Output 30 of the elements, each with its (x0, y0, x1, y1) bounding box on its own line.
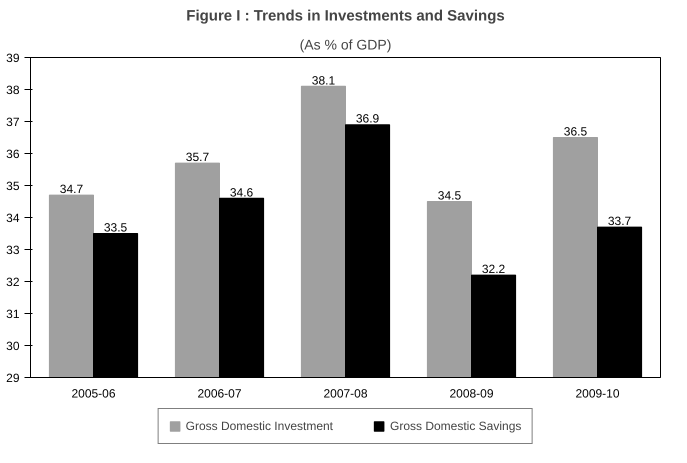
y-tick-label: 37 (6, 115, 20, 129)
y-tick-label: 38 (6, 83, 20, 97)
data-label: 34.5 (438, 188, 462, 202)
data-label: 33.7 (608, 214, 632, 228)
data-label: 36.5 (564, 124, 588, 138)
data-label: 36.9 (356, 112, 380, 126)
data-label: 32.2 (482, 262, 506, 276)
y-tick-label: 34 (6, 211, 20, 225)
data-label: 34.7 (60, 182, 84, 196)
y-tick-label: 39 (6, 51, 20, 65)
x-tick-label: 2008-09 (449, 386, 494, 400)
legend-label: Gross Domestic Investment (186, 419, 333, 433)
y-tick-label: 30 (6, 339, 20, 353)
y-tick-label: 33 (6, 243, 20, 257)
x-tick-label: 2007-08 (323, 386, 368, 400)
data-label: 34.6 (230, 185, 254, 200)
data-label: 33.5 (104, 220, 128, 234)
x-tick-label: 2005-06 (71, 386, 116, 400)
y-tick-label: 31 (6, 307, 20, 321)
x-tick-label: 2009-10 (575, 386, 620, 400)
y-tick-label: 35 (6, 179, 20, 193)
y-tick-label: 29 (6, 371, 20, 385)
chart-title: Figure I : Trends in Investments and Savings (186, 8, 505, 24)
data-label: 35.7 (186, 150, 210, 164)
x-tick-label: 2006-07 (197, 386, 242, 400)
legend-label: Gross Domestic Savings (390, 419, 522, 433)
y-tick-label: 32 (6, 275, 20, 289)
data-label: 38.1 (312, 73, 336, 88)
chart-subtitle: (As % of GDP) (300, 36, 392, 52)
y-tick-label: 36 (6, 147, 20, 161)
